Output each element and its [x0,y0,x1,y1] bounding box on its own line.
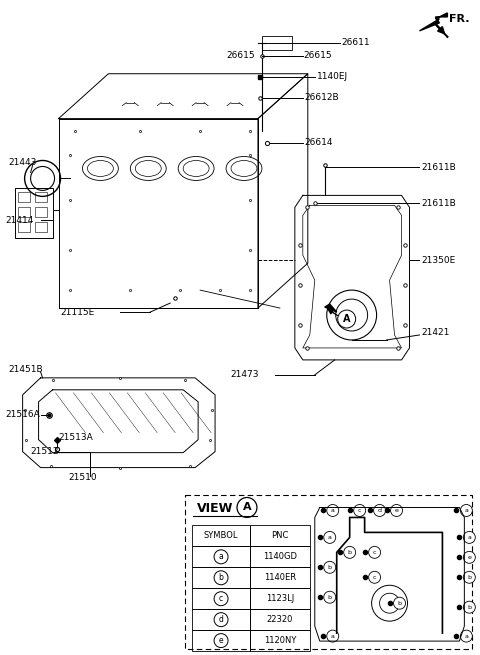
Text: b: b [218,573,224,582]
Circle shape [327,630,339,642]
Text: 26614: 26614 [305,138,333,147]
Text: 21473: 21473 [230,370,259,379]
Text: 26611: 26611 [342,39,371,47]
Bar [192,567,250,588]
Text: b: b [468,575,471,580]
Text: 21115E: 21115E [60,308,95,316]
Text: e: e [395,508,398,513]
Circle shape [394,597,406,609]
Text: A: A [243,502,252,512]
Text: a: a [465,508,468,513]
Circle shape [463,531,475,544]
Bar [192,525,250,546]
Text: c: c [219,594,223,603]
Bar [192,630,250,651]
Text: 21611B: 21611B [421,163,456,172]
Text: VIEW: VIEW [197,502,233,515]
Text: PNC: PNC [271,531,288,540]
Circle shape [463,601,475,613]
Text: 21611B: 21611B [421,199,456,208]
Text: 21510: 21510 [69,473,97,482]
Text: 1140EJ: 1140EJ [317,72,348,81]
Text: 1120NY: 1120NY [264,636,296,645]
Text: 26612B: 26612B [305,93,339,102]
Text: e: e [219,636,223,645]
Circle shape [344,546,356,558]
Bar [18,222,30,233]
Text: a: a [465,633,468,639]
Bar [250,546,310,567]
Bar [250,567,310,588]
Circle shape [460,630,472,642]
Bar [18,193,30,202]
Text: a: a [331,508,335,513]
Circle shape [324,531,336,544]
Circle shape [463,571,475,583]
Text: c: c [358,508,361,513]
Text: d: d [378,508,382,513]
Text: 21451B: 21451B [9,365,43,375]
Bar [192,546,250,567]
Text: 1140ER: 1140ER [264,573,296,582]
Bar [35,208,47,217]
Circle shape [460,504,472,516]
Text: SYMBOL: SYMBOL [204,531,238,540]
Bar [15,189,52,238]
Text: b: b [328,595,332,600]
Circle shape [324,561,336,573]
Text: b: b [348,550,352,555]
Text: b: b [468,605,471,610]
Text: b: b [397,601,402,606]
Text: 21421: 21421 [421,329,450,337]
Text: 22320: 22320 [267,615,293,624]
Text: a: a [328,535,332,540]
Text: e: e [468,555,471,560]
Bar [35,193,47,202]
Text: 21512: 21512 [31,447,59,456]
Text: 26615: 26615 [304,51,333,60]
Bar [262,36,292,50]
Bar [18,208,30,217]
Text: 21414: 21414 [6,215,34,225]
Text: b: b [328,565,332,570]
Text: c: c [373,575,376,580]
Bar [250,609,310,630]
Bar [35,222,47,233]
Circle shape [463,552,475,563]
Bar [250,525,310,546]
Bar [250,630,310,651]
Bar [192,609,250,630]
Text: 21513A: 21513A [59,433,93,442]
Text: 21516A: 21516A [6,410,40,419]
Polygon shape [325,304,336,312]
Bar [250,588,310,609]
Text: d: d [218,615,224,624]
Circle shape [327,504,339,516]
Bar [192,588,250,609]
Text: FR.: FR. [449,14,470,24]
Text: a: a [331,633,335,639]
Circle shape [369,571,381,583]
Text: 26615: 26615 [227,51,255,60]
Text: A: A [343,314,350,324]
Bar [185,495,472,649]
Text: 21443: 21443 [9,158,37,167]
Circle shape [391,504,403,516]
Text: a: a [219,552,223,561]
Text: 1140GD: 1140GD [263,552,297,561]
Text: c: c [373,550,376,555]
Text: 1123LJ: 1123LJ [266,594,294,603]
Polygon shape [420,13,447,31]
Circle shape [324,591,336,603]
Circle shape [369,546,381,558]
Circle shape [354,504,366,516]
Circle shape [373,504,385,516]
Text: a: a [468,535,471,540]
Text: 21350E: 21350E [421,255,456,265]
